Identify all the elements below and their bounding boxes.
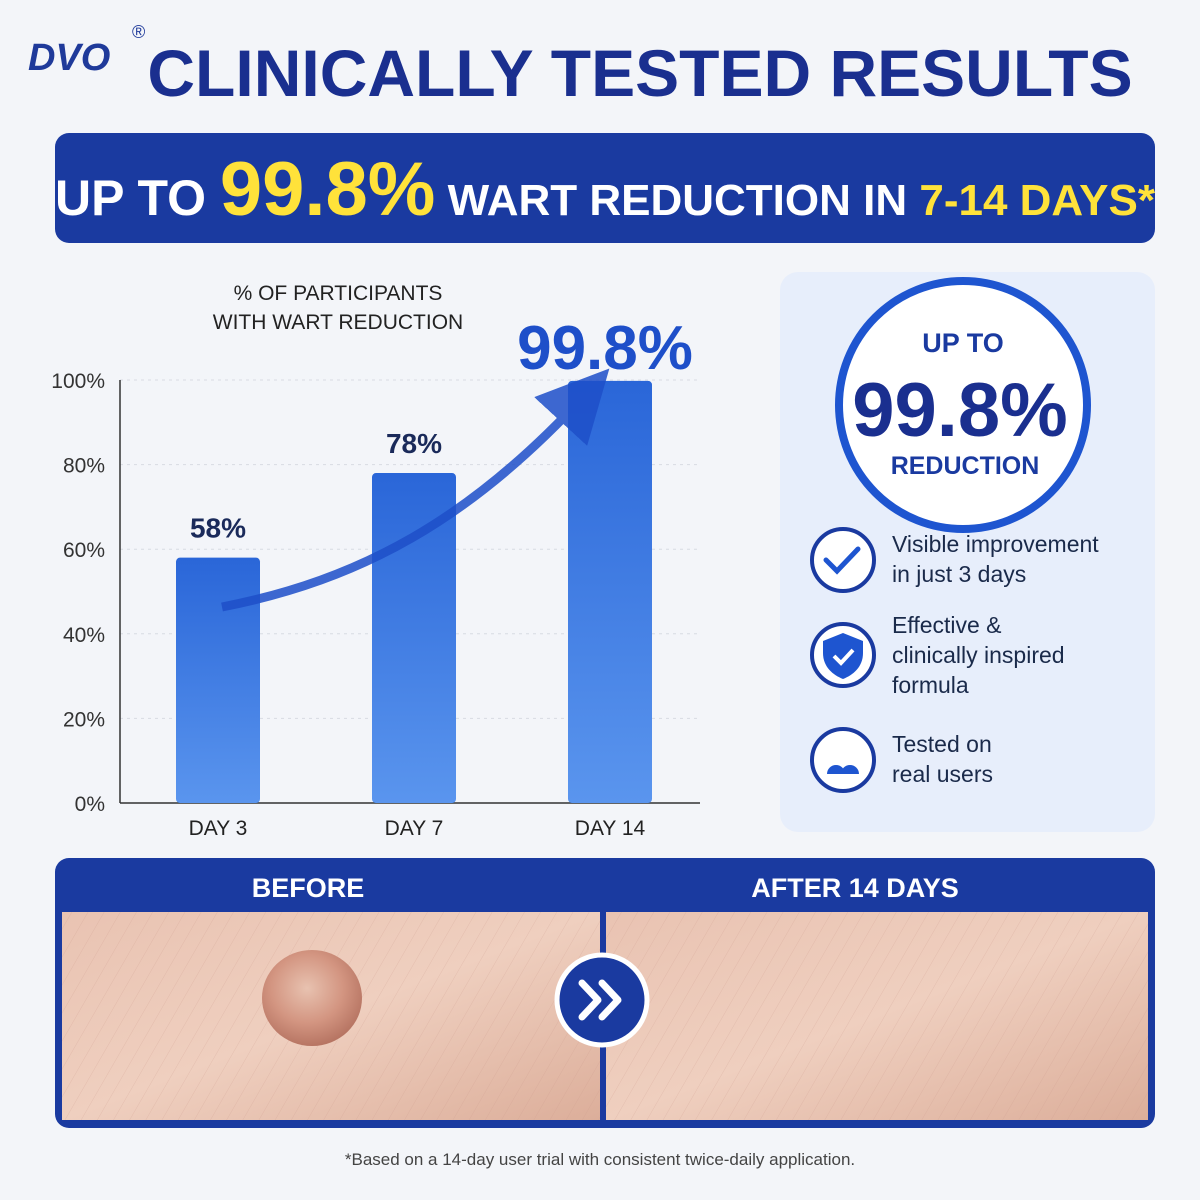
badge-ring [835, 277, 1091, 533]
y-tick-label: 60% [63, 539, 105, 562]
x-tick-label: DAY 14 [575, 817, 646, 840]
logo-mark: ® [132, 22, 145, 42]
banner-part: 7-14 DAYS* [919, 176, 1155, 225]
badge-bottom: REDUCTION [891, 452, 1040, 480]
value-label: 58% [190, 513, 246, 544]
after-label: AFTER 14 DAYS [751, 873, 959, 903]
feature-text: real users [892, 761, 993, 787]
feature-icon-ring [810, 727, 876, 793]
feature-text: formula [892, 672, 969, 698]
feature-text: Tested on [892, 731, 992, 757]
chart-title: WITH WART REDUCTION [213, 311, 463, 334]
logo: DVO [28, 37, 110, 79]
bar [372, 473, 456, 803]
feature-text: clinically inspired [892, 642, 1065, 668]
y-tick-label: 0% [75, 793, 105, 816]
value-label: 78% [386, 428, 442, 459]
y-tick-label: 80% [63, 455, 105, 478]
feature-icon-ring [810, 527, 876, 593]
y-tick-label: 20% [63, 708, 105, 731]
banner-part: UP TO [55, 170, 220, 226]
value-label: 99.8% [517, 314, 693, 383]
arrow-button [554, 952, 650, 1048]
banner-part: 99.8% [220, 147, 436, 232]
banner-part: WART REDUCTION IN [435, 176, 919, 225]
bar [176, 557, 260, 803]
feature-list: Visible improvement in just 3 days Effecti… [810, 527, 1099, 793]
feature-text: Effective & [892, 612, 1002, 638]
feature-text: in just 3 days [892, 561, 1026, 587]
y-tick-label: 40% [63, 624, 105, 647]
feature-icon [823, 633, 863, 679]
chart-title: % OF PARTICIPANTS [234, 282, 443, 305]
feature-icon-check [832, 648, 855, 666]
x-tick-label: DAY 3 [189, 817, 248, 840]
badge-top: UP TO [922, 328, 1004, 358]
bar-chart: % OF PARTICIPANTS WITH WART REDUCTION 0% 20… [51, 282, 700, 840]
x-tick-label: DAY 7 [385, 817, 444, 840]
banner-bg [55, 133, 1155, 243]
badge-value: 99.8% [852, 368, 1068, 453]
skin-texture [606, 912, 1148, 1120]
trend-arrow [221, 368, 610, 612]
feature-icon [823, 546, 861, 575]
bar [568, 380, 652, 803]
y-tick-label: 100% [51, 370, 105, 393]
before-label: BEFORE [252, 873, 365, 903]
feature-text: Visible improvement [892, 531, 1099, 557]
feature-icon [827, 765, 859, 774]
footnote: *Based on a 14-day user trial with consi… [345, 1150, 855, 1169]
arrow-icon [578, 979, 622, 1021]
wart [262, 950, 362, 1046]
title: CLINICALLY TESTED RESULTS [147, 36, 1132, 110]
banner-text: UP TO 99.8% WART REDUCTION IN 7-14 DAYS* [55, 147, 1156, 232]
